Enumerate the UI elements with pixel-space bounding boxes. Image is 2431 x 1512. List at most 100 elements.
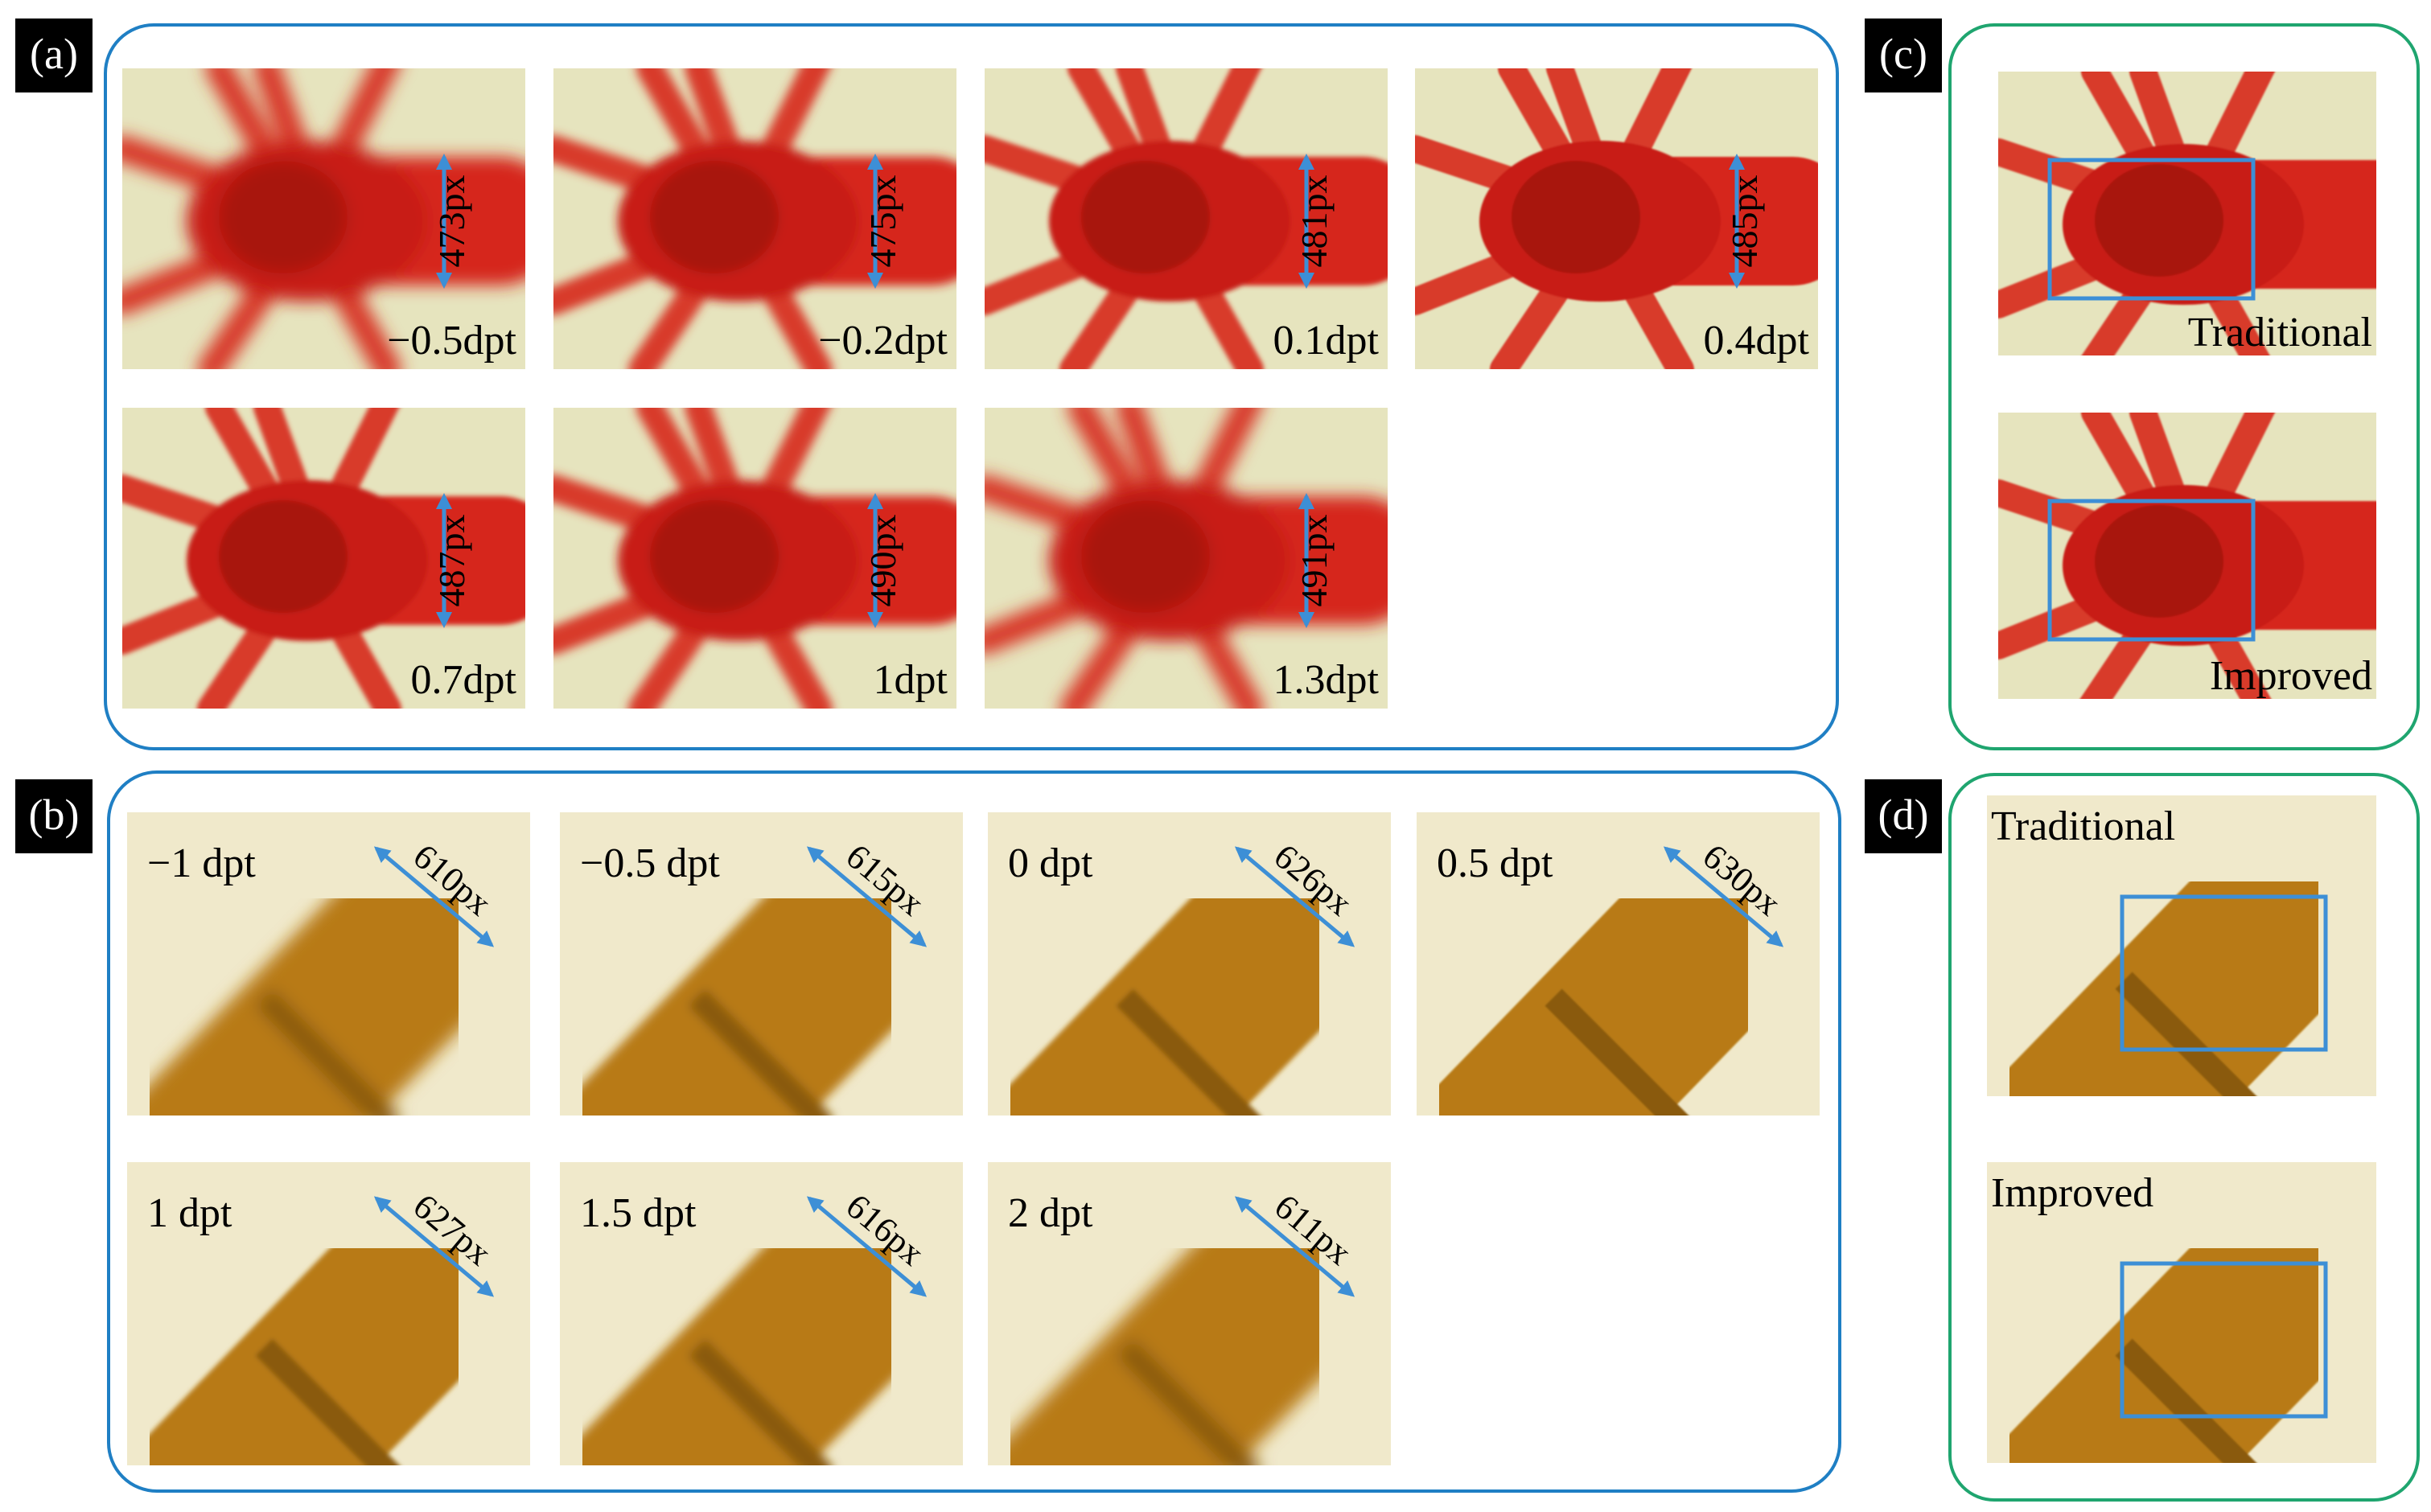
panel-label: (d): [1878, 791, 1929, 839]
mite-photo: 490px 1dpt: [553, 408, 956, 709]
panel-label: (b): [29, 791, 80, 839]
focus-label: −0.2dpt: [818, 318, 948, 364]
focus-label: −0.5dpt: [387, 318, 516, 364]
mite: [1998, 72, 2376, 355]
panel-label-box: [1865, 18, 1942, 92]
mite-photo: 475px −0.2dpt: [553, 68, 956, 369]
mite-head: [2095, 164, 2223, 277]
measure-arrow: [1234, 846, 1355, 947]
antenna-band: [688, 988, 833, 1116]
mite: [985, 68, 1388, 369]
focus-label: 1.3dpt: [1273, 657, 1380, 703]
focus-label: 2 dpt: [1008, 1190, 1093, 1236]
mite-head: [1512, 161, 1640, 273]
antenna: [988, 1182, 1386, 1465]
mite-head: [2095, 505, 2223, 618]
mite: [985, 408, 1388, 709]
focus-label: −1 dpt: [147, 840, 256, 886]
antenna-band: [688, 1338, 833, 1465]
antenna-photo: 610px−1 dpt: [127, 812, 530, 1116]
antenna-band: [1545, 988, 1689, 1116]
antenna-band: [2115, 1338, 2257, 1463]
mite-photo: 485px 0.4dpt: [1415, 68, 1818, 369]
antenna-shaft: [988, 832, 1386, 1116]
antenna-shaft: [560, 1182, 958, 1465]
measure-label: 487px: [431, 515, 472, 607]
mite: [1415, 68, 1818, 369]
antenna-shaft: [127, 832, 525, 1116]
antenna-band: [255, 988, 400, 1116]
antenna: [988, 832, 1386, 1116]
measure-label: 481px: [1294, 175, 1335, 268]
measure-label: 491px: [1294, 515, 1335, 607]
method-label: Improved: [1991, 1170, 2153, 1216]
antenna-shaft: [1987, 1182, 2376, 1463]
panel-label: (c): [1879, 30, 1927, 78]
mite: [553, 68, 956, 369]
antenna: [1417, 832, 1815, 1116]
mite-photo: 481px 0.1dpt: [985, 68, 1388, 369]
focus-label: 1 dpt: [147, 1190, 232, 1236]
focus-label: 1dpt: [874, 657, 948, 703]
comparison-box: [2047, 499, 2256, 642]
antenna-shaft: [1417, 832, 1815, 1116]
measure-arrow: [806, 846, 928, 947]
panel-d-frame: [1948, 773, 2420, 1502]
panel-label-box: [15, 779, 93, 853]
panel-label-box: [15, 18, 93, 92]
focus-label: 0 dpt: [1008, 840, 1093, 886]
focus-label: 1.5 dpt: [580, 1190, 697, 1236]
mite-photo: 487px 0.7dpt: [122, 408, 525, 709]
antenna-band: [255, 1338, 400, 1465]
focus-label: 0.1dpt: [1273, 318, 1380, 364]
panel-a-frame: [104, 23, 1839, 750]
mite-photo: Improved: [1998, 413, 2376, 699]
method-label: Improved: [2210, 653, 2372, 699]
mite-head: [1081, 500, 1210, 613]
antenna-photo: Traditional: [1987, 795, 2376, 1096]
measure-label: 490px: [862, 515, 903, 607]
measure-arrow: [1663, 846, 1784, 947]
measure-arrow: [373, 1196, 495, 1297]
panel-c-frame: [1948, 23, 2420, 750]
measure-arrow: [806, 1196, 928, 1297]
panel-label: (a): [30, 30, 78, 78]
focus-label: −0.5 dpt: [580, 840, 720, 886]
panel-label-box: [1865, 779, 1942, 853]
panel-b-frame: [107, 770, 1841, 1493]
antenna-shaft: [560, 832, 958, 1116]
antenna: [1987, 1182, 2376, 1463]
antenna-band: [1116, 1338, 1261, 1465]
antenna-photo: 615px−0.5 dpt: [560, 812, 963, 1116]
antenna: [560, 1182, 958, 1465]
antenna: [1987, 816, 2376, 1096]
comparison-box: [2120, 1261, 2328, 1419]
mite-head: [650, 500, 779, 613]
antenna-shaft: [1987, 816, 2376, 1096]
mite: [122, 68, 525, 369]
antenna-shaft: [988, 1182, 1386, 1465]
comparison-box: [2120, 894, 2328, 1052]
antenna-photo: Improved: [1987, 1162, 2376, 1463]
antenna-band: [2115, 972, 2257, 1096]
method-label: Traditional: [1991, 803, 2175, 849]
focus-label: 0.7dpt: [411, 657, 517, 703]
focus-label: 0.5 dpt: [1437, 840, 1553, 886]
mite-photo: Traditional: [1998, 72, 2376, 355]
mite-head: [1081, 161, 1210, 273]
antenna-band: [1116, 988, 1261, 1116]
mite: [553, 408, 956, 709]
measure-label: 485px: [1724, 175, 1765, 268]
antenna: [560, 832, 958, 1116]
mite-head: [219, 161, 348, 273]
method-label: Traditional: [2188, 310, 2372, 355]
mite-photo: 473px −0.5dpt: [122, 68, 525, 369]
mite: [122, 408, 525, 709]
mite-head: [650, 161, 779, 273]
measure-arrow: [1234, 1196, 1355, 1297]
focus-label: 0.4dpt: [1704, 318, 1810, 364]
